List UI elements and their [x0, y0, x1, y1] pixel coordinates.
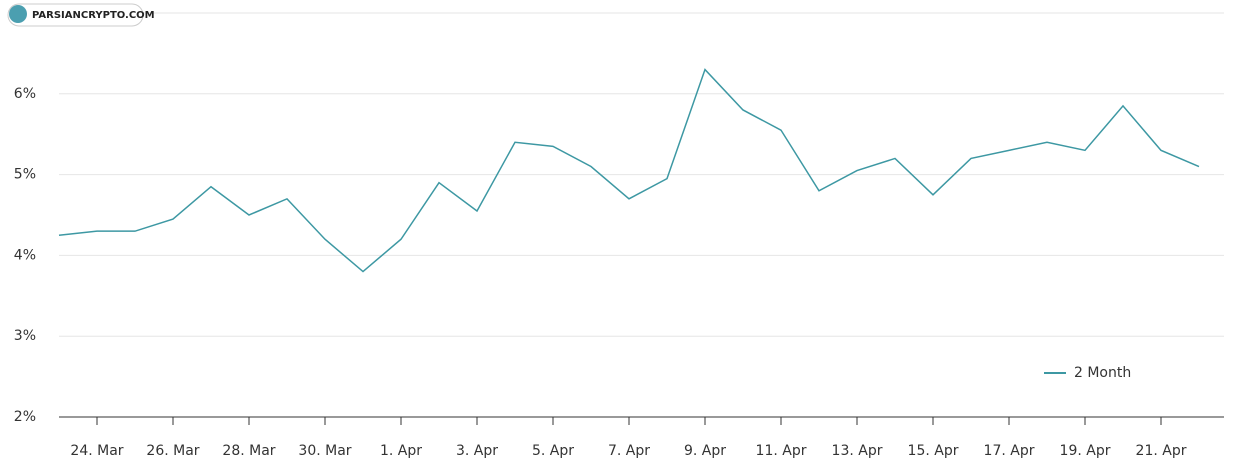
- x-tick-label: 1. Apr: [380, 443, 422, 459]
- x-tick-label: 19. Apr: [1060, 443, 1111, 459]
- x-tick-label: 5. Apr: [532, 443, 574, 459]
- x-tick-label: 30. Mar: [298, 443, 351, 459]
- line-series: [58, 68, 1200, 273]
- x-tick-label: 3. Apr: [456, 443, 498, 459]
- y-tick-label: 4%: [14, 247, 36, 263]
- y-tick-label: 6%: [14, 86, 36, 102]
- y-tick-label: 3%: [14, 328, 36, 344]
- x-tick-label: 21. Apr: [1136, 443, 1187, 459]
- y-tick-label: 5%: [14, 167, 36, 183]
- x-tick-label: 15. Apr: [908, 443, 959, 459]
- watermark-badge: [7, 3, 144, 27]
- legend-label: 2 Month: [1074, 365, 1131, 381]
- x-tick-label: 9. Apr: [684, 443, 726, 459]
- x-tick-label: 7. Apr: [608, 443, 650, 459]
- x-tick-label: 28. Mar: [222, 443, 275, 459]
- x-tick-label: 17. Apr: [984, 443, 1035, 459]
- x-tick-label: 24. Mar: [70, 443, 123, 459]
- y-tick-label: 2%: [14, 409, 36, 425]
- x-tick-label: 13. Apr: [832, 443, 883, 459]
- x-tick-label: 26. Mar: [146, 443, 199, 459]
- x-tick-label: 11. Apr: [756, 443, 807, 459]
- watermark-icon: [9, 5, 27, 23]
- watermark: PARSIANCRYPTO.COM: [32, 10, 155, 21]
